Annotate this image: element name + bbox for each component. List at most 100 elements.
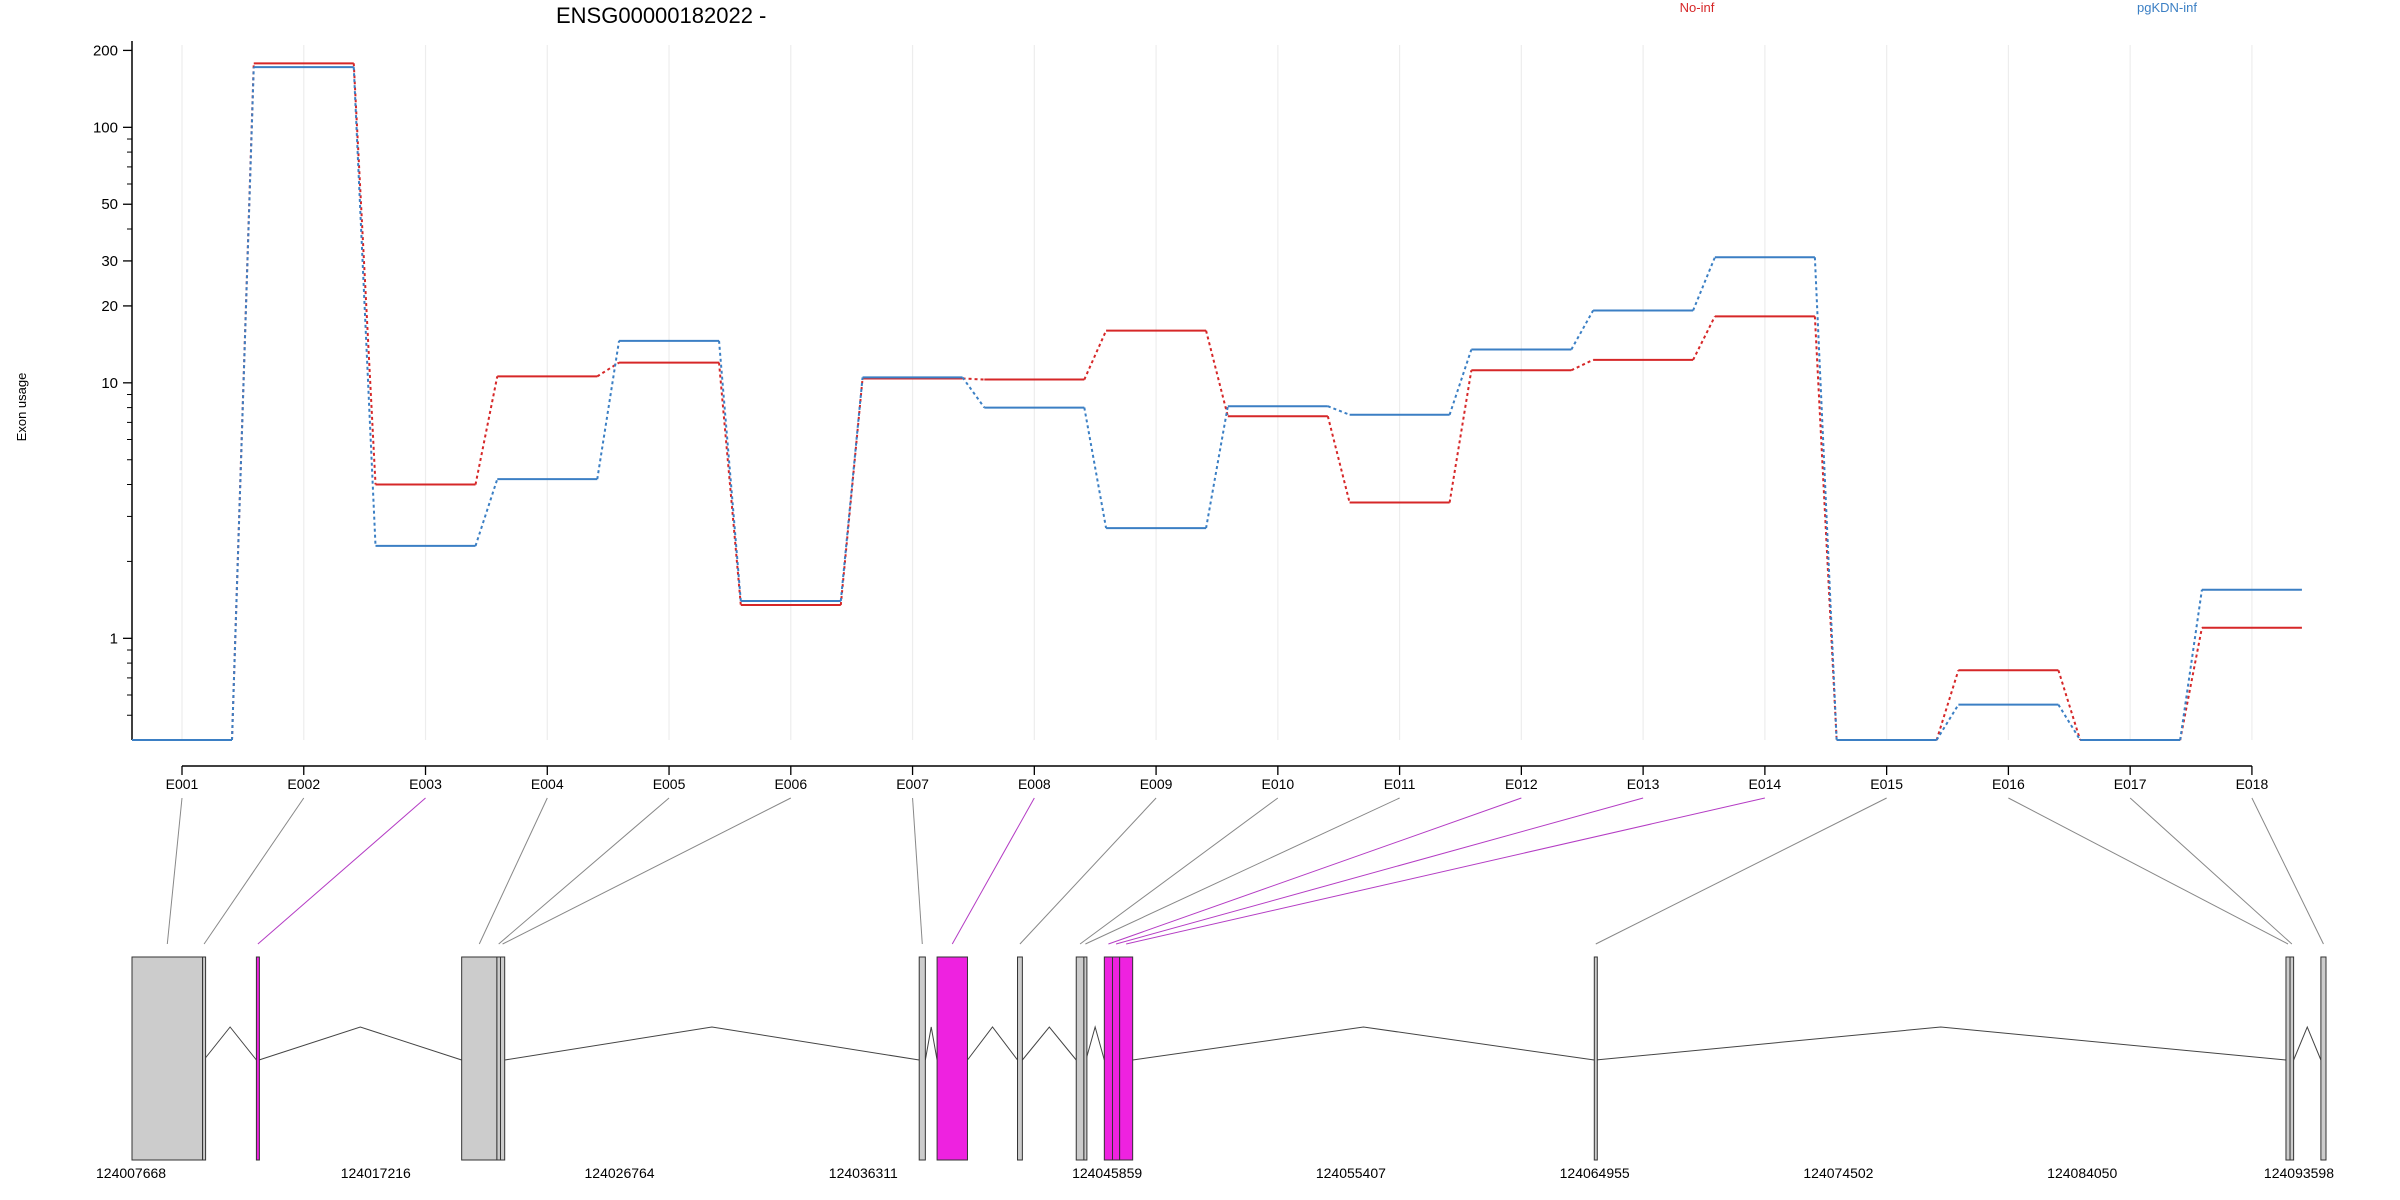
- exon-block-e001: [132, 957, 203, 1160]
- connector-e002: [204, 798, 304, 944]
- pgkdn-inf-transition: [2058, 705, 2080, 740]
- pgkdn-inf-transition: [232, 67, 254, 740]
- connector-e008: [952, 798, 1034, 944]
- x-tick-label-e014: E014: [1749, 776, 1782, 792]
- exon-block-e005: [497, 957, 501, 1160]
- gene-model: 124007668 124017216 124026764 124036311 1240…: [96, 957, 2334, 1181]
- x-tick-label-e009: E009: [1140, 776, 1173, 792]
- exon-block-e007: [919, 957, 925, 1160]
- intron-line: [505, 1027, 920, 1060]
- y-axis-label: Exon usage: [14, 373, 29, 442]
- exon-block-e006: [500, 957, 504, 1160]
- legend-no-inf: No-inf: [1680, 0, 1715, 15]
- pgkdn-inf-transition: [1328, 406, 1350, 415]
- intron-line: [2294, 1027, 2321, 1060]
- coordinate-label: 124055407: [1316, 1165, 1386, 1181]
- pgkdn-inf-transition: [476, 479, 498, 546]
- data-series: [132, 63, 2302, 740]
- no-inf-transition: [1571, 360, 1593, 370]
- x-tick-label-e007: E007: [896, 776, 929, 792]
- intron-line: [1596, 1027, 2286, 1060]
- pgkdn-inf-transition: [1206, 406, 1228, 528]
- connector-e011: [1085, 798, 1399, 944]
- x-tick-label-e018: E018: [2236, 776, 2269, 792]
- pgkdn-inf-transition: [1937, 705, 1959, 740]
- grid-lines: [182, 45, 2252, 740]
- coordinate-label: 124045859: [1072, 1165, 1142, 1181]
- exon-block-e009: [1018, 957, 1023, 1160]
- coordinate-label: 124074502: [1803, 1165, 1873, 1181]
- exon-block-e008: [937, 957, 967, 1160]
- connector-e018: [2252, 798, 2324, 944]
- pgkdn-inf-transition: [1450, 350, 1472, 415]
- connector-e013: [1116, 798, 1643, 944]
- connector-e014: [1126, 798, 1765, 944]
- intron-line: [1133, 1027, 1595, 1060]
- exon-connectors: [167, 798, 2323, 944]
- connector-e007: [913, 798, 923, 944]
- legend-pgkdn-inf: pgKDN-inf: [2137, 0, 2197, 15]
- x-tick-label-e013: E013: [1627, 776, 1660, 792]
- connector-e016: [2008, 798, 2288, 944]
- exon-block-e010: [1076, 957, 1084, 1160]
- x-tick-label-e004: E004: [531, 776, 564, 792]
- connector-e015: [1596, 798, 1887, 944]
- x-tick-label-e008: E008: [1018, 776, 1051, 792]
- y-tick-label: 10: [101, 375, 118, 392]
- coordinate-label: 124017216: [341, 1165, 411, 1181]
- pgkdn-inf-transition: [354, 67, 376, 546]
- exon-block-e003: [256, 957, 259, 1160]
- exon-block-e017: [2290, 957, 2294, 1160]
- pgkdn-inf-transition: [1815, 257, 1837, 740]
- connector-e001: [167, 798, 182, 944]
- exon-block-e002: [203, 957, 206, 1160]
- exon-block-e016: [2286, 957, 2290, 1160]
- intron-line: [967, 1027, 1017, 1060]
- no-inf-transition: [2180, 628, 2202, 740]
- pgkdn-inf-transition: [1571, 310, 1593, 349]
- intron-line: [1022, 1027, 1076, 1060]
- y-tick-label: 100: [93, 119, 118, 136]
- no-inf-transition: [354, 63, 376, 484]
- connector-e004: [479, 798, 547, 944]
- no-inf-transition: [1693, 316, 1715, 359]
- coordinate-label: 124007668: [96, 1165, 166, 1181]
- exon-block-e014: [1120, 957, 1133, 1160]
- pgkdn-inf-transition: [1084, 408, 1106, 529]
- connector-e003: [258, 798, 426, 944]
- no-inf-transition: [1815, 316, 1837, 740]
- coordinate-label: 124064955: [1560, 1165, 1630, 1181]
- connector-e005: [499, 798, 669, 944]
- y-tick-label: 1: [110, 630, 118, 647]
- chart-title: ENSG00000182022 -: [556, 3, 766, 28]
- no-inf-transition: [1084, 331, 1106, 380]
- no-inf-transition: [1206, 331, 1228, 417]
- pgkdn-inf-transition: [2180, 590, 2202, 740]
- y-tick-label: 30: [101, 253, 118, 270]
- coordinate-label: 124084050: [2047, 1165, 2117, 1181]
- coordinate-label: 124026764: [585, 1165, 655, 1181]
- exon-block-e004: [462, 957, 497, 1160]
- x-tick-label-e011: E011: [1384, 776, 1416, 792]
- x-tick-label-e010: E010: [1261, 776, 1294, 792]
- y-tick-label: 20: [101, 298, 118, 315]
- no-inf-transition: [476, 376, 498, 484]
- intron-line: [259, 1027, 462, 1060]
- no-inf-transition: [963, 378, 985, 379]
- coordinate-label: 124093598: [2264, 1165, 2334, 1181]
- x-tick-label-e017: E017: [2114, 776, 2147, 792]
- x-tick-label-e001: E001: [166, 776, 199, 792]
- x-tick-label-e002: E002: [287, 776, 320, 792]
- connector-e006: [503, 798, 791, 944]
- exon-block-e013: [1112, 957, 1119, 1160]
- no-inf-transition: [1450, 370, 1472, 502]
- exon-block-e012: [1104, 957, 1112, 1160]
- x-tick-label-e016: E016: [1992, 776, 2025, 792]
- exon-block-e011: [1084, 957, 1087, 1160]
- pgkdn-inf-transition: [1693, 257, 1715, 310]
- x-tick-label-e015: E015: [1870, 776, 1903, 792]
- x-tick-label-e012: E012: [1505, 776, 1538, 792]
- axes: 1 10 20 30 50 100 200 E001 E002 E003 E004 E005 E006 E…: [93, 41, 2269, 792]
- no-inf-transition: [2058, 670, 2080, 740]
